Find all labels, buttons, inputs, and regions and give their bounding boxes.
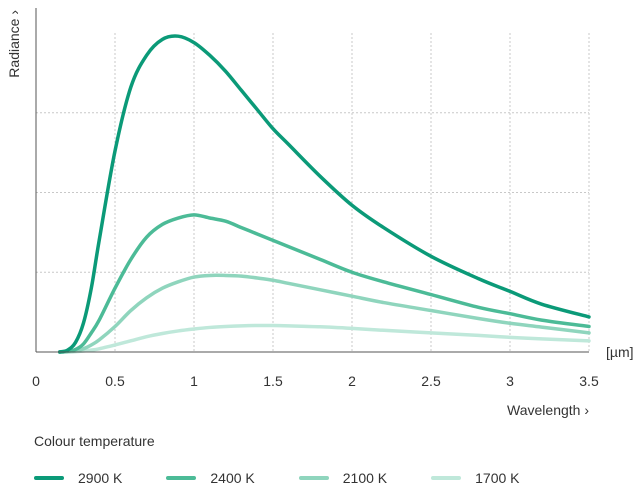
legend-label: 2400 K: [210, 470, 255, 486]
x-tick-label: 1.5: [263, 373, 283, 389]
x-tick-label: 1: [190, 373, 198, 389]
x-tick-label: 3.5: [579, 373, 599, 389]
legend-item: 2100 K: [298, 470, 388, 486]
x-tick-label: 2: [348, 373, 356, 389]
legend-label: 1700 K: [475, 470, 520, 486]
legend-item: 2400 K: [166, 470, 255, 486]
legend-item: 2900 K: [34, 470, 122, 486]
x-axis-label: Wavelength ›: [507, 402, 589, 418]
grid: [36, 33, 590, 352]
x-tick-label: 0.5: [105, 373, 125, 389]
x-axis-unit: [µm]: [606, 344, 634, 360]
legend-swatch: [34, 476, 64, 480]
series-line-2900-k: [57, 34, 591, 354]
series-line-2400-k: [57, 213, 591, 354]
legend-swatch: [298, 476, 329, 480]
legend-swatch: [166, 476, 197, 480]
legend-title: Colour temperature: [34, 433, 155, 449]
legend-item: 1700 K: [431, 470, 520, 486]
axes: [35, 8, 589, 353]
x-tick-label: 3: [506, 373, 514, 389]
blackbody-radiance-chart: 0 0.5 1 1.5 2 2.5 3 3.5 Radiance › Wavelength ›…: [6, 8, 634, 418]
x-tick-labels: 0 0.5 1 1.5 2 2.5 3 3.5: [32, 373, 599, 389]
series-line-1700-k: [57, 323, 591, 354]
y-axis-label: Radiance ›: [6, 10, 22, 78]
x-tick-label: 2.5: [421, 373, 441, 389]
x-tick-label: 0: [32, 373, 40, 389]
legend-swatch: [431, 476, 462, 480]
series-lines: [57, 34, 591, 354]
series-line-2100-k: [57, 273, 591, 354]
legend-label: 2900 K: [78, 470, 123, 486]
legend: 2900 K 2400 K 2100 K 1700 K: [34, 470, 564, 486]
legend-label: 2100 K: [342, 470, 388, 486]
